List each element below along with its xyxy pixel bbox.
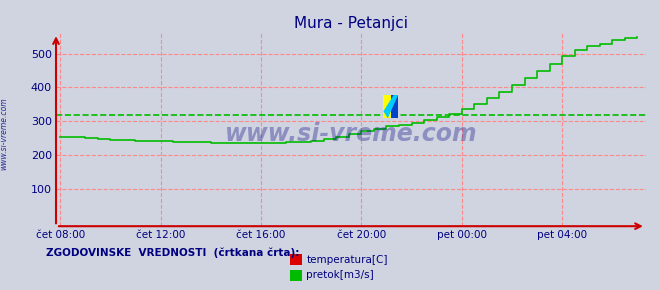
Polygon shape xyxy=(384,95,398,118)
Text: ZGODOVINSKE  VREDNOSTI  (črtkana črta):: ZGODOVINSKE VREDNOSTI (črtkana črta): xyxy=(46,248,299,258)
Text: pretok[m3/s]: pretok[m3/s] xyxy=(306,271,374,280)
FancyBboxPatch shape xyxy=(391,95,398,118)
Text: www.si-vreme.com: www.si-vreme.com xyxy=(0,97,9,170)
Title: Mura - Petanjci: Mura - Petanjci xyxy=(294,16,408,31)
Text: temperatura[C]: temperatura[C] xyxy=(306,255,388,264)
Text: www.si-vreme.com: www.si-vreme.com xyxy=(225,122,477,146)
FancyBboxPatch shape xyxy=(384,95,398,118)
